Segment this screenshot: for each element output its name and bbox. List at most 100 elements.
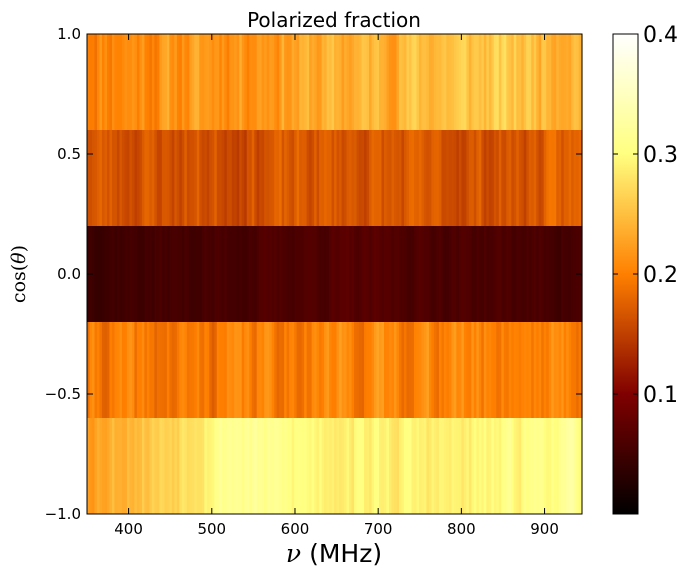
- heatmap-cell: [384, 130, 388, 226]
- heatmap-cell: [96, 130, 101, 226]
- heatmap-cell: [151, 226, 155, 322]
- heatmap-cell: [374, 322, 378, 418]
- heatmap-cell: [493, 322, 497, 418]
- heatmap-cell: [578, 34, 582, 130]
- heatmap-cell: [334, 226, 338, 322]
- heatmap-cell: [146, 34, 150, 130]
- heatmap-cell: [359, 418, 363, 514]
- heatmap-cell: [314, 130, 318, 226]
- heatmap-cell: [371, 322, 375, 418]
- heatmap-cell: [346, 130, 350, 226]
- heatmap-cell: [571, 34, 575, 130]
- heatmap-cell: [186, 418, 190, 514]
- heatmap-cell: [553, 322, 557, 418]
- heatmap-cell: [536, 130, 540, 226]
- heatmap-cell: [456, 226, 460, 322]
- heatmap-cell: [426, 130, 430, 226]
- heatmap-cell: [121, 34, 126, 130]
- heatmap-cell: [206, 418, 210, 514]
- heatmap-cell: [379, 226, 383, 322]
- heatmap-cell: [568, 322, 572, 418]
- heatmap-cell: [186, 130, 190, 226]
- heatmap-cell: [481, 322, 485, 418]
- heatmap-cell: [506, 418, 510, 514]
- heatmap-cell: [351, 418, 355, 514]
- heatmap-cell: [543, 322, 547, 418]
- heatmap-cell: [236, 418, 240, 514]
- heatmap-cell: [244, 418, 248, 514]
- heatmap-cell: [411, 34, 415, 130]
- heatmap-cell: [478, 130, 482, 226]
- heatmap-cell: [181, 226, 185, 322]
- heatmap-cell: [546, 34, 550, 130]
- heatmap-cell: [526, 322, 530, 418]
- heatmap-cell: [558, 418, 562, 514]
- heatmap-cell: [421, 34, 425, 130]
- heatmap-cell: [126, 226, 131, 322]
- heatmap-cell: [151, 322, 155, 418]
- heatmap-cell: [528, 418, 532, 514]
- heatmap-cell: [556, 34, 560, 130]
- heatmap-cell: [301, 130, 305, 226]
- heatmap-cell: [556, 322, 560, 418]
- heatmap-cell: [354, 130, 358, 226]
- heatmap-cell: [124, 34, 128, 130]
- x-tick-label: 700: [364, 520, 393, 538]
- heatmap-cell: [236, 226, 240, 322]
- heatmap-cell: [151, 418, 155, 514]
- heatmap-cell: [254, 322, 258, 418]
- heatmap-cell: [211, 226, 215, 322]
- heatmap-cell: [508, 322, 512, 418]
- heatmap-cell: [111, 322, 116, 418]
- heatmap-cell: [436, 226, 440, 322]
- heatmap-cell: [408, 418, 413, 514]
- heatmap-cell: [551, 322, 555, 418]
- heatmap-cell: [416, 226, 420, 322]
- heatmap-cell: [219, 130, 223, 226]
- heatmap-cell: [371, 418, 375, 514]
- heatmap-cell: [274, 418, 278, 514]
- heatmap-cell: [468, 130, 472, 226]
- heatmap-cell: [116, 130, 121, 226]
- heatmap-cell: [99, 226, 103, 322]
- heatmap-cell: [129, 322, 133, 418]
- heatmap-cell: [456, 418, 460, 514]
- heatmap-cell: [196, 130, 200, 226]
- heatmap-cell: [314, 34, 318, 130]
- heatmap-cell: [326, 418, 330, 514]
- heatmap-cell: [458, 34, 462, 130]
- heatmap-cell: [366, 322, 370, 418]
- heatmap-cell: [319, 226, 323, 322]
- heatmap-cell: [234, 418, 238, 514]
- heatmap-cell: [306, 418, 310, 514]
- heatmap-cell: [279, 418, 283, 514]
- heatmap-cell: [251, 418, 255, 514]
- heatmap-cell: [271, 322, 275, 418]
- heatmap-cell: [171, 322, 175, 418]
- heatmap-cell: [511, 130, 515, 226]
- heatmap-cell: [483, 418, 487, 514]
- heatmap-cell: [226, 130, 230, 226]
- heatmap-cell: [431, 322, 435, 418]
- heatmap-cell: [466, 226, 470, 322]
- heatmap-cell: [309, 130, 313, 226]
- heatmap-cell: [231, 130, 235, 226]
- heatmap-cell: [354, 322, 358, 418]
- heatmap-cell: [131, 418, 136, 514]
- heatmap-cell: [171, 226, 175, 322]
- heatmap-cell: [104, 226, 108, 322]
- heatmap-cell: [159, 322, 163, 418]
- heatmap-cell: [241, 34, 245, 130]
- heatmap-cell: [209, 226, 213, 322]
- heatmap-cell: [451, 130, 455, 226]
- heatmap-cell: [136, 34, 141, 130]
- heatmap-cell: [551, 130, 555, 226]
- heatmap-cell: [221, 226, 225, 322]
- heatmap-cell: [546, 418, 550, 514]
- heatmap-cell: [388, 34, 393, 130]
- heatmap-cell: [324, 226, 328, 322]
- heatmap-cell: [311, 226, 315, 322]
- colorbar-tick-label: 0.1: [643, 383, 678, 408]
- heatmap-cell: [156, 418, 160, 514]
- heatmap-cell: [141, 226, 146, 322]
